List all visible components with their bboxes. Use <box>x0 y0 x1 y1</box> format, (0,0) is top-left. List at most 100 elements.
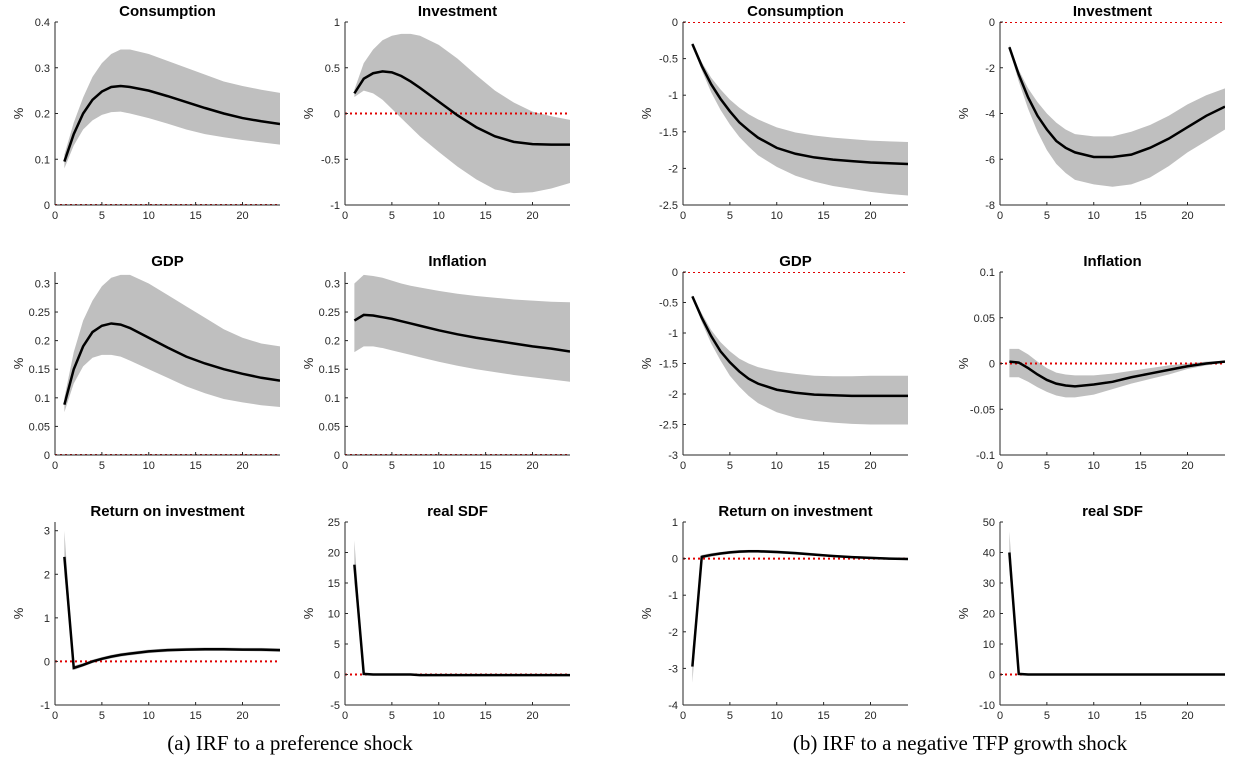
x-tick-label: 5 <box>389 210 395 222</box>
plot-area <box>345 274 570 455</box>
y-tick-label: 0 <box>672 554 678 566</box>
y-tick-label: 0.05 <box>319 421 340 433</box>
chart-title: real SDF <box>1082 503 1143 520</box>
y-axis-label: % <box>956 607 971 619</box>
y-tick-label: 0 <box>334 450 340 462</box>
y-tick-label: 0 <box>672 17 678 29</box>
y-tick-label: 10 <box>983 639 995 651</box>
y-tick-label: 0.05 <box>974 313 995 325</box>
y-tick-label: -1 <box>668 90 678 102</box>
x-tick-label: 0 <box>52 210 58 222</box>
y-axis-label: % <box>301 107 316 119</box>
y-tick-label: 0.25 <box>29 307 50 319</box>
y-tick-label: 1 <box>672 517 678 529</box>
x-tick-label: 5 <box>99 710 105 722</box>
y-tick-label: 0.1 <box>35 393 50 405</box>
y-tick-label: 0 <box>989 17 995 29</box>
x-tick-label: 0 <box>52 710 58 722</box>
y-tick-label: -1.5 <box>659 127 678 139</box>
y-tick-label: -2 <box>668 163 678 175</box>
x-tick-label: 20 <box>1181 210 1193 222</box>
response-line <box>63 84 280 162</box>
y-axis-label: % <box>11 607 26 619</box>
x-tick-label: 15 <box>480 210 492 222</box>
x-tick-label: 10 <box>433 460 445 472</box>
x-tick-label: 15 <box>480 710 492 722</box>
x-tick-label: 0 <box>997 460 1003 472</box>
y-tick-label: 0.25 <box>319 307 340 319</box>
y-tick-label: 0 <box>672 267 678 279</box>
y-tick-label: 0.1 <box>325 393 340 405</box>
confidence-band <box>692 549 908 684</box>
y-tick-label: 2 <box>44 569 50 581</box>
x-tick-label: 10 <box>771 710 783 722</box>
y-tick-label: 0 <box>334 109 340 121</box>
x-tick-label: 20 <box>236 460 248 472</box>
response-line <box>63 322 280 405</box>
y-tick-label: -2.5 <box>659 420 678 432</box>
y-tick-label: -4 <box>985 109 995 121</box>
x-tick-label: 0 <box>342 460 348 472</box>
x-tick-label: 15 <box>190 710 202 722</box>
y-tick-label: -3 <box>668 663 678 675</box>
confidence-band <box>64 274 280 413</box>
x-tick-label: 20 <box>1181 710 1193 722</box>
caption: (a) IRF to a preference shock <box>167 731 413 755</box>
x-tick-label: 5 <box>1044 460 1050 472</box>
response-line <box>691 550 908 667</box>
plot-area <box>683 272 908 425</box>
plot-area <box>1000 531 1225 676</box>
y-tick-label: 0 <box>44 450 50 462</box>
y-axis-label: % <box>11 107 26 119</box>
chart-title: Consumption <box>119 3 216 20</box>
chart-title: Inflation <box>1083 253 1141 270</box>
y-tick-label: 0.3 <box>35 63 50 75</box>
plot-area <box>683 22 908 196</box>
plot-area <box>345 33 570 194</box>
y-tick-label: -2 <box>985 63 995 75</box>
y-tick-label: 0.3 <box>35 278 50 290</box>
y-tick-label: -3 <box>668 450 678 462</box>
y-tick-label: 3 <box>44 526 50 538</box>
y-tick-label: -10 <box>979 700 995 712</box>
x-tick-label: 0 <box>680 710 686 722</box>
confidence-band <box>1009 44 1225 187</box>
confidence-band <box>354 274 570 382</box>
y-tick-label: 0 <box>334 670 340 682</box>
x-tick-label: 15 <box>1135 710 1147 722</box>
confidence-band <box>1009 348 1225 398</box>
y-tick-label: 20 <box>983 609 995 621</box>
chart-title: Investment <box>418 3 497 20</box>
y-tick-label: -1 <box>330 200 340 212</box>
plot-area <box>55 530 280 671</box>
x-tick-label: 0 <box>342 710 348 722</box>
chart-title: GDP <box>779 253 812 270</box>
x-tick-label: 15 <box>190 460 202 472</box>
x-tick-label: 15 <box>1135 210 1147 222</box>
x-tick-label: 20 <box>526 460 538 472</box>
response-line <box>353 70 570 146</box>
y-tick-label: -0.5 <box>659 54 678 66</box>
response-line <box>353 313 570 353</box>
x-tick-label: 15 <box>818 710 830 722</box>
x-tick-label: 5 <box>99 210 105 222</box>
y-tick-label: -6 <box>985 154 995 166</box>
x-tick-label: 20 <box>236 210 248 222</box>
y-tick-label: -0.5 <box>659 298 678 310</box>
plot-area <box>1000 22 1225 187</box>
x-tick-label: 0 <box>52 460 58 472</box>
chart-title: Consumption <box>747 3 844 20</box>
confidence-band <box>354 540 570 676</box>
x-tick-label: 15 <box>190 210 202 222</box>
x-tick-label: 0 <box>680 210 686 222</box>
y-tick-label: 0.2 <box>35 336 50 348</box>
y-tick-label: -2 <box>668 389 678 401</box>
y-tick-label: -4 <box>668 700 678 712</box>
plot-area <box>55 49 280 205</box>
y-tick-label: 0.5 <box>325 63 340 75</box>
x-tick-label: 10 <box>433 210 445 222</box>
confidence-band <box>692 42 908 196</box>
y-tick-label: 50 <box>983 517 995 529</box>
y-tick-label: 0.1 <box>980 267 995 279</box>
y-tick-label: 0.3 <box>325 278 340 290</box>
